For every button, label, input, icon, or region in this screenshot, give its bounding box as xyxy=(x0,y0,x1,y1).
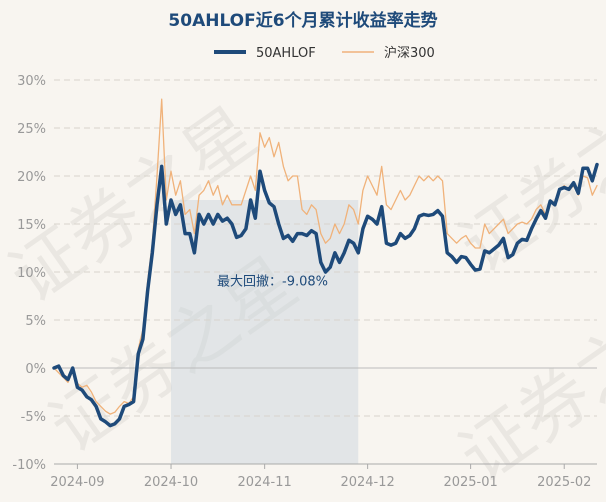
x-tick-label: 2024-10 xyxy=(144,475,198,490)
y-tick-label: 10% xyxy=(17,266,46,281)
y-tick-label: -10% xyxy=(12,458,46,473)
x-tick-label: 2024-09 xyxy=(50,475,104,490)
drawdown-annotation: 最大回撤：-9.08% xyxy=(217,273,328,289)
chart-title: 50AHLOF近6个月累计收益率走势 xyxy=(168,11,438,31)
x-tick-label: 2025-02 xyxy=(537,475,591,490)
y-tick-label: 20% xyxy=(17,170,46,185)
y-tick-label: 25% xyxy=(17,122,46,137)
y-tick-label: 15% xyxy=(17,218,46,233)
y-tick-label: 5% xyxy=(25,314,46,329)
y-tick-label: 0% xyxy=(25,362,46,377)
x-tick-label: 2024-11 xyxy=(237,475,291,490)
fund-series-line xyxy=(52,162,599,428)
legend-label-benchmark: 沪深300 xyxy=(384,45,435,61)
y-tick-label: -5% xyxy=(21,410,46,425)
x-tick-label: 2025-01 xyxy=(443,475,497,490)
x-tick-label: 2024-12 xyxy=(340,475,394,490)
y-tick-label: 30% xyxy=(17,74,46,89)
legend-label-fund: 50AHLOF xyxy=(256,46,316,61)
drawdown-area xyxy=(171,200,359,464)
